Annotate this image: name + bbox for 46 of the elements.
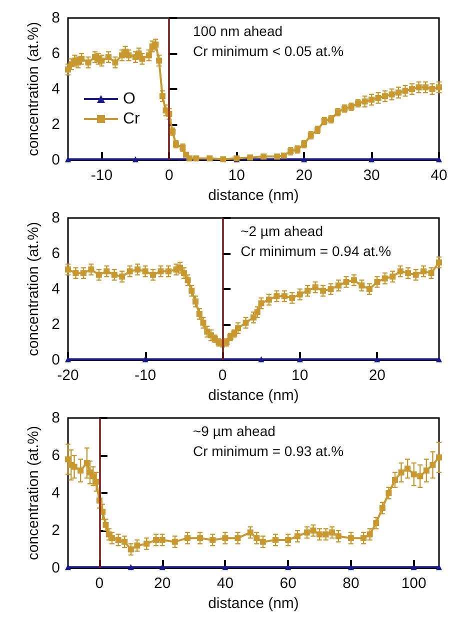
x-axis-title: distance (nm) [208, 187, 299, 204]
x-tick-label: 10 [228, 167, 245, 184]
y-axis-title: concentration (at.%) [24, 22, 42, 156]
x-tick-label: 60 [280, 575, 296, 592]
x-tick-label: -10 [134, 367, 156, 384]
x-tick-label: 20 [368, 367, 386, 384]
annotation: Cr minimum = 0.93 at.% [193, 443, 344, 459]
y-tick-label: 8 [52, 10, 60, 26]
annotation: Cr minimum < 0.05 at.% [193, 43, 344, 59]
y-tick-label: 6 [52, 45, 60, 62]
y-tick-label: 2 [52, 522, 60, 540]
annotation: 100 nm ahead [193, 23, 283, 39]
y-tick-label: 4 [52, 80, 60, 98]
x-tick-label: 100 [401, 575, 426, 592]
y-tick-label: 4 [52, 484, 60, 502]
annotation: Cr minimum = 0.94 at.% [240, 243, 392, 259]
y-tick-label: 0 [52, 352, 60, 369]
y-tick-label: 2 [52, 116, 60, 134]
x-tick-label: 20 [154, 575, 171, 592]
y-axis-title: concentration (at.%) [24, 426, 42, 560]
y-tick-label: 4 [52, 280, 60, 298]
x-tick-label: -20 [57, 367, 79, 384]
x-tick-label: 20 [296, 167, 312, 184]
x-axis-title: distance (nm) [208, 387, 299, 404]
y-tick-label: 8 [52, 210, 60, 226]
x-tick-label: 30 [363, 167, 380, 184]
legend-label: O [123, 90, 136, 108]
y-tick-label: 2 [52, 316, 60, 334]
y-tick-label: 8 [52, 410, 60, 426]
x-axis-title: distance (nm) [208, 595, 299, 612]
y-axis-title: concentration (at.%) [24, 222, 42, 356]
y-tick-label: 6 [52, 245, 60, 262]
x-tick-label: 40 [430, 167, 448, 184]
x-tick-label: 0 [165, 167, 174, 184]
x-tick-label: -10 [90, 167, 113, 184]
legend-label: Cr [123, 110, 141, 128]
y-tick-label: 0 [52, 560, 60, 577]
y-tick-label: 0 [52, 152, 60, 169]
x-tick-label: 0 [95, 575, 104, 592]
x-tick-label: 10 [292, 367, 308, 384]
x-tick-label: 40 [216, 575, 234, 592]
x-tick-label: 80 [342, 575, 360, 592]
y-tick-label: 6 [52, 447, 60, 464]
annotation: ~2 µm ahead [240, 223, 323, 239]
x-tick-label: 0 [218, 367, 227, 384]
annotation: ~9 µm ahead [193, 423, 276, 439]
